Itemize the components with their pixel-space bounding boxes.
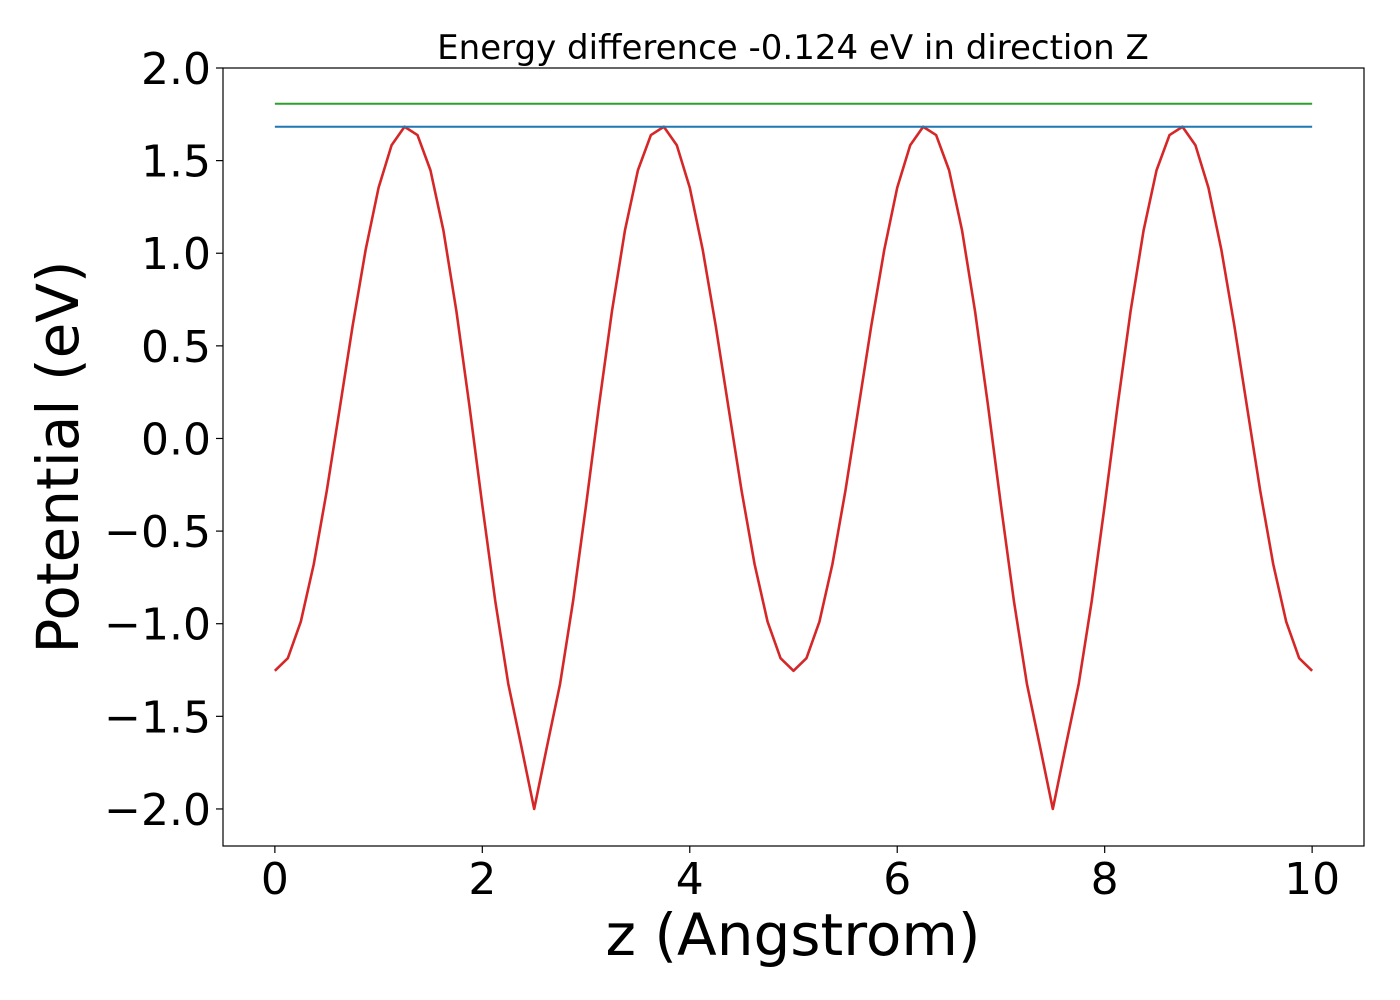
chart-title: Energy difference -0.124 eV in direction… [437,28,1149,68]
plot-area-frame [222,67,1365,847]
x-tick-label: 4 [676,854,704,905]
x-tick-label: 8 [1091,854,1119,905]
y-axis: −2.0 −1.5 −1.0 −0.5 0.0 0.5 1.0 1.5 2.0 [104,44,223,836]
x-axis: 0 2 4 6 8 10 [261,846,1340,905]
x-tick-label: 0 [261,854,289,905]
y-axis-label: Potential (eV) [24,260,92,653]
y-tick-label: −2.0 [104,785,211,836]
x-axis-label: z (Angstrom) [606,901,981,969]
y-tick-label: 0.5 [141,322,211,373]
y-tick-label: 1.5 [141,137,211,188]
y-tick-label: −1.5 [104,692,211,743]
series-layer [273,102,1314,811]
y-tick-label: 1.0 [141,229,211,280]
series-line-1 [273,125,1314,811]
y-tick-label: 2.0 [141,44,211,95]
x-tick-label: 2 [468,854,496,905]
x-tick-label: 10 [1284,854,1340,905]
y-tick-label: −1.0 [104,600,211,651]
x-tick-label: 6 [883,854,911,905]
y-tick-label: 0.0 [141,414,211,465]
y-tick-label: −0.5 [104,507,211,558]
